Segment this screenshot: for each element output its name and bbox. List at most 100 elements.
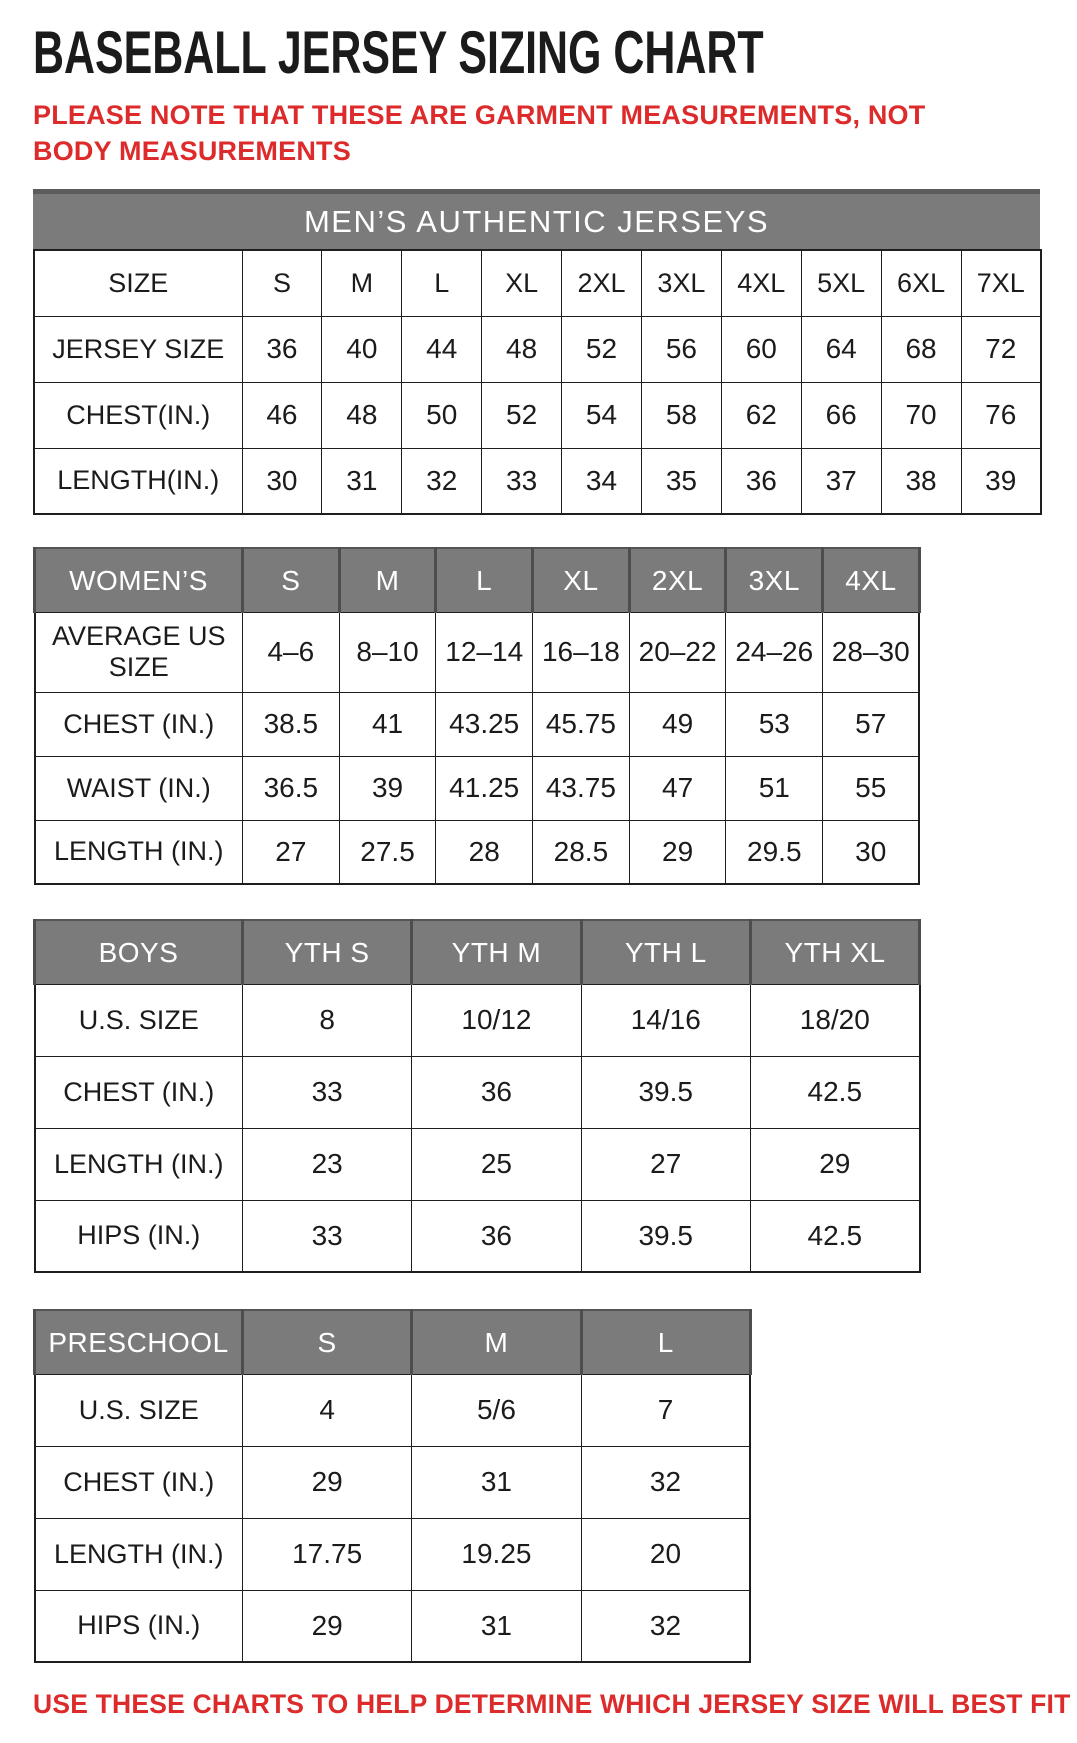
table-row: LENGTH (IN.) 23 25 27 29 (34, 1127, 921, 1201)
table-title-cell: WOMEN’S (33, 547, 244, 613)
table-cell: 62 (720, 381, 802, 449)
page-title-text: BASEBALL JERSEY SIZING CHART (33, 18, 764, 87)
table-cell: 42.5 (749, 1055, 921, 1129)
row-label: LENGTH (IN.) (34, 1127, 243, 1201)
table-cell: 39.5 (580, 1055, 751, 1129)
table-cell: 4 (241, 1373, 413, 1447)
table-cell: 27.5 (338, 819, 437, 885)
table-cell: 28–30 (822, 611, 920, 693)
table-cell: 31 (411, 1589, 582, 1663)
table-cell: 29 (628, 819, 727, 885)
table-cell: 58 (640, 381, 722, 449)
table-cell: 64 (800, 315, 882, 383)
column-header: 6XL (880, 249, 962, 317)
row-label: LENGTH (IN.) (34, 819, 243, 885)
table-cell: 68 (880, 315, 962, 383)
column-header: YTH M (410, 919, 583, 985)
column-header: XL (481, 249, 563, 317)
row-label: HIPS (IN.) (34, 1199, 243, 1273)
table-cell: 50 (401, 381, 483, 449)
preschool-sizing-table: PRESCHOOL S M L U.S. SIZE 4 5/6 7 CHEST (IN.) 29 3… (33, 1309, 752, 1664)
table-cell: 46 (241, 381, 323, 449)
table-cell: 57 (822, 691, 920, 757)
table-row: HIPS (IN.) 33 36 39.5 42.5 (34, 1199, 921, 1273)
table-cell: 14/16 (580, 983, 751, 1057)
column-header-row: SIZE S M L XL 2XL 3XL 4XL 5XL 6XL 7XL (33, 249, 1042, 317)
table-cell: 32 (401, 447, 483, 515)
table-cell: 30 (241, 447, 323, 515)
table-row: HIPS (IN.) 29 31 32 (34, 1589, 751, 1663)
table-cell: 18/20 (749, 983, 921, 1057)
table-cell: 48 (481, 315, 563, 383)
table-cell: 4–6 (242, 611, 340, 693)
table-cell: 34 (561, 447, 642, 515)
table-cell: 36.5 (242, 755, 340, 821)
column-header: 5XL (800, 249, 882, 317)
table-cell: 7 (580, 1373, 751, 1447)
table-cell: 48 (321, 381, 403, 449)
table-cell: 38 (880, 447, 962, 515)
column-header-row: WOMEN’S S M L XL 2XL 3XL 4XL (33, 547, 921, 613)
column-header: YTH L (579, 919, 752, 985)
table-cell: 32 (580, 1589, 751, 1663)
column-header: M (410, 1309, 583, 1375)
table-row: CHEST (IN.) 29 31 32 (34, 1445, 751, 1519)
table-row: U.S. SIZE 4 5/6 7 (34, 1373, 751, 1447)
table-cell: 40 (321, 315, 403, 383)
column-header: M (321, 249, 403, 317)
row-label: U.S. SIZE (34, 983, 243, 1057)
table-cell: 47 (628, 755, 727, 821)
table-row: LENGTH(IN.) 30 31 32 33 34 35 36 37 38 39 (33, 447, 1042, 515)
column-header: L (579, 1309, 752, 1375)
column-header: 2XL (561, 249, 642, 317)
column-header: 2XL (627, 547, 728, 613)
column-header: S (241, 547, 341, 613)
table-cell: 52 (561, 315, 642, 383)
table-cell: 10/12 (411, 983, 582, 1057)
table-cell: 39 (338, 755, 437, 821)
row-label: AVERAGE US SIZE (34, 611, 243, 693)
row-label: LENGTH(IN.) (33, 447, 243, 515)
womens-sizing-table: WOMEN’S S M L XL 2XL 3XL 4XL AVERAGE US SIZE 4–6 8… (33, 547, 921, 886)
table-cell: 16–18 (532, 611, 630, 693)
row-label: WAIST (IN.) (34, 755, 243, 821)
column-header: 3XL (724, 547, 825, 613)
table-cell: 28 (435, 819, 534, 885)
table-row: WAIST (IN.) 36.5 39 41.25 43.75 47 51 55 (34, 755, 920, 821)
column-header: L (434, 547, 535, 613)
column-header-row: PRESCHOOL S M L (33, 1309, 752, 1375)
table-cell: 52 (481, 381, 563, 449)
table-row: JERSEY SIZE 36 40 44 48 52 56 60 64 68 72 (33, 315, 1042, 383)
table-row: CHEST (IN.) 33 36 39.5 42.5 (34, 1055, 921, 1129)
column-header-row: BOYS YTH S YTH M YTH L YTH XL (33, 919, 922, 985)
table-cell: 39 (960, 447, 1042, 515)
column-header: YTH XL (748, 919, 922, 985)
column-header: XL (531, 547, 631, 613)
column-header: S (241, 249, 323, 317)
table-cell: 36 (411, 1199, 582, 1273)
table-cell: 49 (628, 691, 727, 757)
table-cell: 36 (241, 315, 323, 383)
table-cell: 39.5 (580, 1199, 751, 1273)
table-cell: 20 (580, 1517, 751, 1591)
table-title-cell: BOYS (33, 919, 244, 985)
table-cell: 30 (822, 819, 920, 885)
table-cell: 70 (880, 381, 962, 449)
mens-table-banner: MEN’S AUTHENTIC JERSEYS (33, 189, 1040, 250)
table-cell: 33 (481, 447, 563, 515)
table-cell: 56 (640, 315, 722, 383)
garment-measurements-note: PLEASE NOTE THAT THESE ARE GARMENT MEASU… (33, 100, 926, 166)
column-header: 4XL (821, 547, 921, 613)
table-cell: 41 (338, 691, 437, 757)
table-cell: 29 (749, 1127, 921, 1201)
table-cell: 27 (580, 1127, 751, 1201)
row-label: LENGTH (IN.) (34, 1517, 243, 1591)
row-label: HIPS (IN.) (34, 1589, 243, 1663)
table-row: U.S. SIZE 8 10/12 14/16 18/20 (34, 983, 921, 1057)
table-cell: 28.5 (532, 819, 630, 885)
column-header: M (337, 547, 438, 613)
table-cell: 32 (580, 1445, 751, 1519)
table-cell: 23 (241, 1127, 413, 1201)
row-label: CHEST (IN.) (34, 1445, 243, 1519)
